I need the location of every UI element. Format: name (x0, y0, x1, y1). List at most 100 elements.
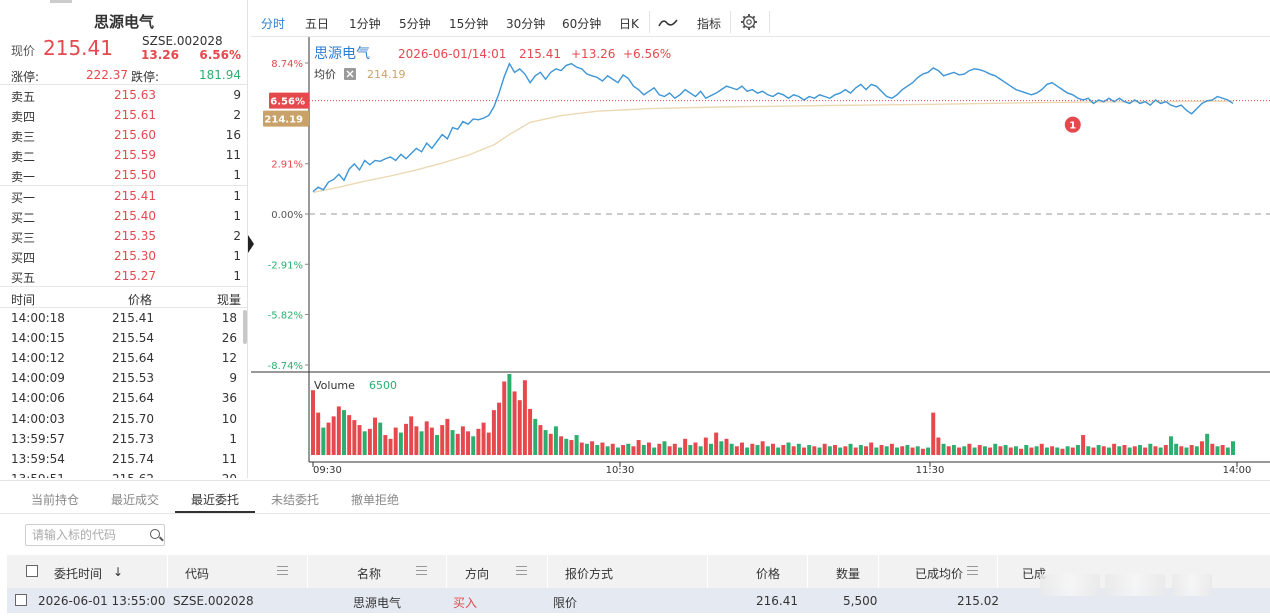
ticks-scrollbar[interactable] (243, 310, 247, 344)
tab-fenshi[interactable]: 分时 (261, 17, 286, 31)
tab-recent-orders[interactable]: 最近委托 (191, 493, 240, 507)
orderbook-row[interactable]: 买二 215.40 1 (0, 206, 247, 226)
col-header-order-type[interactable]: 报价方式 (565, 567, 614, 581)
tick-row[interactable]: 14:00:09 215.53 9 (0, 368, 243, 388)
tick-volume: 10 (221, 411, 237, 426)
col-header-name[interactable]: 名称 (357, 567, 382, 581)
column-divider[interactable] (707, 555, 708, 588)
stock-name: 思源电气 (93, 13, 154, 31)
line-chart-icon[interactable] (658, 16, 678, 30)
orderbook-row[interactable]: 买三 215.35 2 (0, 226, 247, 246)
column-divider[interactable] (878, 555, 879, 588)
row-checkbox[interactable] (15, 594, 27, 606)
tab-open-orders[interactable]: 未结委托 (271, 493, 320, 507)
volume-bar (1148, 443, 1153, 455)
orderbook-level: 买一 (11, 190, 36, 205)
orderbook-row[interactable]: 卖二 215.59 11 (0, 145, 247, 165)
col-header-time[interactable]: 委托时间 (54, 567, 103, 581)
orderbook-row[interactable]: 卖五 215.63 9 (0, 85, 247, 105)
volume-bar (936, 437, 941, 455)
tick-price: 215.41 (112, 311, 154, 325)
col-header-qty[interactable]: 数量 (836, 567, 861, 581)
volume-bar (982, 446, 987, 455)
event-marker[interactable] (1064, 116, 1081, 133)
tick-row[interactable]: 13:59:51 215.62 20 (0, 469, 243, 478)
orderbook-price: 215.61 (114, 108, 156, 123)
limit-up-label: 涨停: (11, 70, 40, 84)
orderbook-row[interactable]: 卖四 215.61 2 (0, 105, 247, 125)
volume-bar (889, 443, 894, 455)
gear-icon[interactable] (740, 13, 758, 31)
volume-bar (383, 435, 388, 455)
indicator-button[interactable]: 指标 (697, 17, 722, 31)
volume-bar (802, 447, 806, 455)
column-menu-icon[interactable] (516, 566, 527, 575)
tab-30min[interactable]: 30分钟 (506, 17, 546, 31)
tick-row[interactable]: 14:00:06 215.64 36 (0, 388, 243, 408)
sort-desc-icon[interactable]: ↓ (113, 565, 124, 579)
tab-5day[interactable]: 五日 (305, 17, 330, 31)
column-divider[interactable] (807, 555, 808, 588)
tab-5min[interactable]: 5分钟 (399, 17, 431, 31)
volume-bar (631, 446, 636, 455)
select-all-checkbox[interactable] (26, 565, 38, 577)
orderbook-row[interactable]: 买五 215.27 1 (0, 266, 247, 286)
orderbook-row[interactable]: 卖一 215.50 1 (0, 165, 247, 185)
tick-row[interactable]: 14:00:15 215.54 26 (0, 328, 243, 348)
orderbook-volume: 1 (233, 248, 241, 263)
tick-row[interactable]: 14:00:12 215.64 12 (0, 348, 243, 368)
volume-bar (1044, 447, 1049, 455)
close-icon[interactable] (346, 70, 354, 78)
column-menu-icon[interactable] (416, 566, 427, 575)
tick-row[interactable]: 13:59:54 215.74 11 (0, 449, 243, 469)
symbol-search[interactable] (25, 524, 165, 546)
volume-bar (409, 416, 414, 455)
tick-row[interactable]: 14:00:03 215.70 10 (0, 409, 243, 429)
volume-bar (414, 426, 419, 455)
orderbook-price: 215.40 (114, 208, 156, 223)
col-header-avg[interactable]: 已成均价 (915, 567, 964, 581)
x-tick-label: 14:00 (1223, 465, 1252, 476)
col-header-code[interactable]: 代码 (185, 567, 210, 581)
volume-bar (615, 447, 620, 455)
orderbook-price: 215.30 (114, 248, 156, 263)
tab-60min[interactable]: 60分钟 (562, 17, 602, 31)
orderbook-row[interactable]: 卖三 215.60 16 (0, 125, 247, 145)
volume-bar (951, 445, 956, 455)
collapse-arrow-icon[interactable] (248, 235, 254, 253)
tab-positions[interactable]: 当前持仓 (31, 493, 80, 507)
col-header-price[interactable]: 价格 (756, 567, 781, 581)
search-icon[interactable] (150, 529, 160, 539)
volume-bar (569, 440, 574, 455)
tab-1min[interactable]: 1分钟 (349, 17, 381, 31)
column-divider[interactable] (446, 555, 447, 588)
volume-bar (321, 427, 326, 455)
volume-bar (564, 438, 569, 455)
tick-row[interactable]: 14:00:18 215.41 18 (0, 308, 243, 328)
column-divider[interactable] (997, 555, 998, 588)
tab-15min[interactable]: 15分钟 (449, 17, 489, 31)
column-menu-icon[interactable] (277, 566, 288, 575)
volume-bar (522, 380, 527, 455)
intraday-chart[interactable]: 8.74% 2.91% 0.00% -2.91% -5.82% -8.74% 6.56% 21… (251, 37, 1270, 478)
orderbook-price: 215.41 (114, 188, 156, 203)
column-divider[interactable] (307, 555, 308, 588)
tick-price: 215.64 (112, 391, 154, 406)
orderbook-row[interactable]: 买四 215.30 1 (0, 246, 247, 266)
col-header-side[interactable]: 方向 (465, 567, 490, 581)
orderbook-level: 买二 (11, 210, 36, 225)
column-divider[interactable] (547, 555, 548, 588)
orderbook-row[interactable]: 买一 215.41 1 (0, 186, 247, 206)
tick-row[interactable]: 13:59:57 215.73 1 (0, 429, 243, 449)
tab-cancel-rejects[interactable]: 撤单拒绝 (351, 493, 400, 507)
volume-bar (677, 447, 682, 455)
volume-bar (858, 445, 863, 455)
ticks-header-price: 价格 (128, 293, 153, 307)
orderbook-volume: 9 (233, 88, 241, 102)
column-divider[interactable] (167, 555, 168, 588)
volume-bar (1013, 446, 1018, 455)
search-input[interactable] (26, 525, 144, 545)
tab-daily[interactable]: 日K (619, 17, 639, 31)
tab-recent-trades[interactable]: 最近成交 (111, 493, 160, 507)
column-menu-icon[interactable] (967, 566, 978, 575)
